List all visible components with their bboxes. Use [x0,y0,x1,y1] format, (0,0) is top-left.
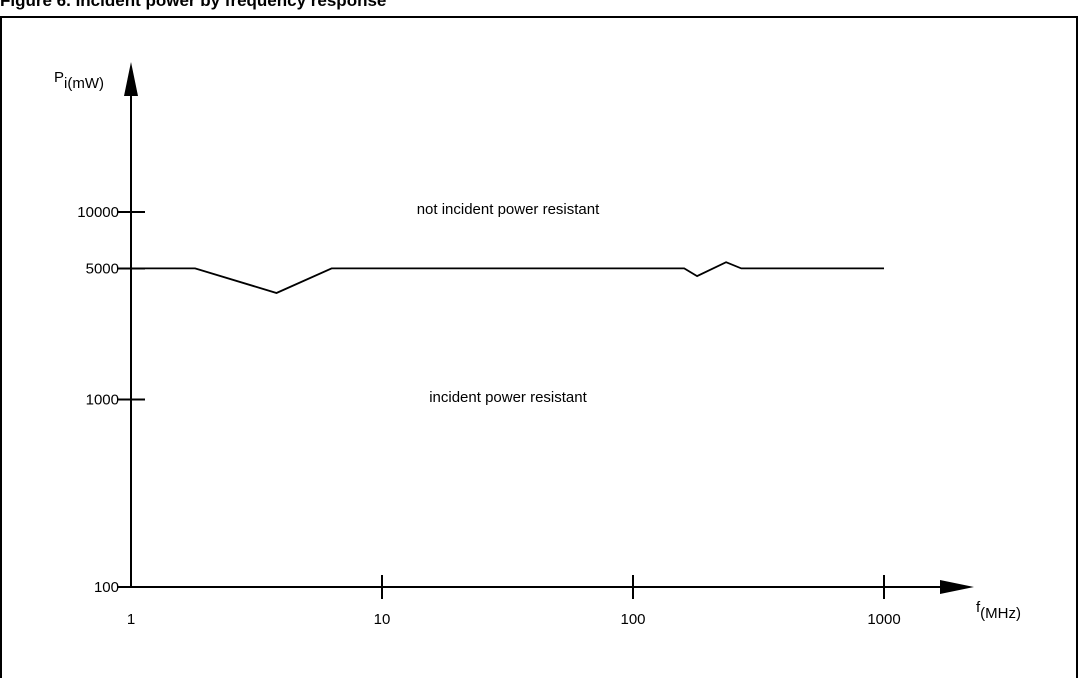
y-ticks: 100 1000 5000 10000 [77,204,145,596]
x-axis-arrowhead [940,580,974,594]
x-tick-label: 1 [127,611,135,628]
y-tick-label: 100 [94,579,119,596]
y-axis-arrowhead [124,62,138,96]
x-axis-label-main: f [976,599,981,616]
region-annotations: not incident power resistant incident pow… [417,201,600,406]
figure-frame [0,16,1078,678]
caption-strip: Figure 6. Incident power by frequency re… [0,0,1080,14]
x-tick-label: 100 [620,611,645,628]
y-tick-label: 10000 [77,204,119,221]
y-tick-label: 5000 [86,260,119,277]
series-line [131,261,884,294]
y-axis-label-subscript: i(mW) [64,75,104,92]
y-tick-label: 1000 [86,392,119,409]
region-label: not incident power resistant [417,201,600,218]
figure-caption: Figure 6. Incident power by frequency re… [0,0,387,10]
series-group [131,261,884,294]
y-axis-label-main: P [54,69,64,86]
x-tick-label: 10 [374,611,391,628]
x-tick-label: 1000 [867,611,900,628]
x-axis-label: f(MHz) [976,599,1021,622]
region-label: incident power resistant [429,389,587,406]
x-ticks: 1 10 100 1000 [127,575,901,628]
y-axis-label: Pi(mW) [54,69,104,92]
x-axis-label-subscript: (MHz) [980,605,1021,622]
